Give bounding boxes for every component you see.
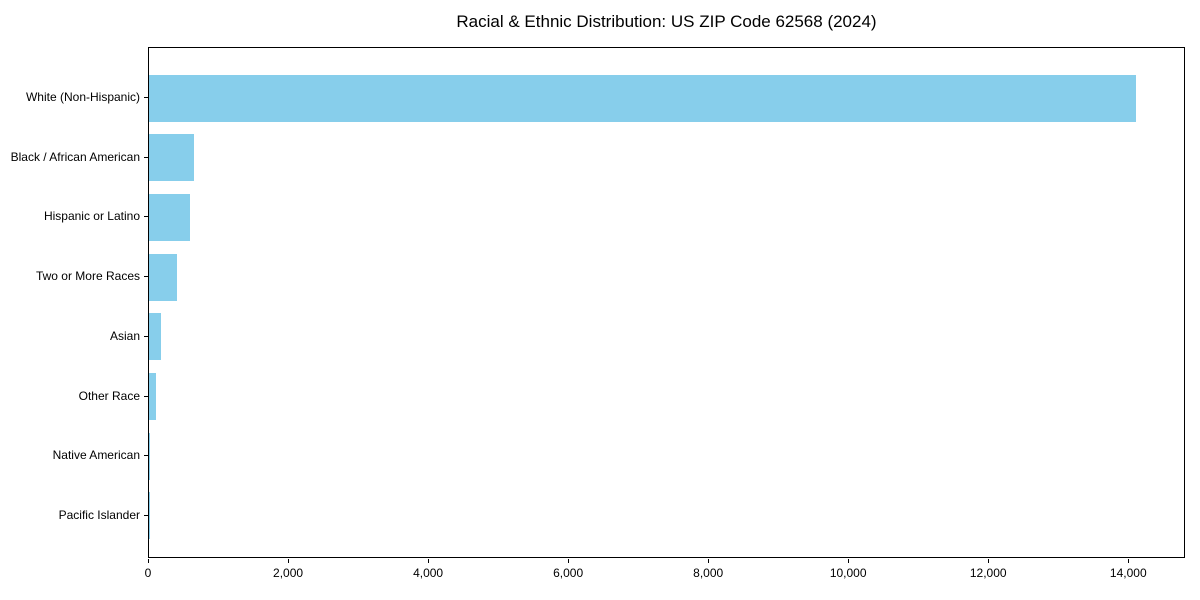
- y-axis-label: Pacific Islander: [58, 507, 140, 522]
- bar-hispanic-or-latino: [149, 193, 191, 241]
- y-axis-label: Black / African American: [10, 149, 140, 164]
- y-tick-mark: [144, 395, 148, 397]
- x-tick-label: 2,000: [273, 566, 304, 580]
- x-tick-mark: [1128, 559, 1130, 563]
- x-tick-mark: [428, 559, 430, 563]
- y-tick-mark: [144, 455, 148, 457]
- x-tick-mark: [148, 559, 149, 563]
- y-tick-mark: [144, 335, 148, 337]
- y-tick-mark: [144, 276, 148, 278]
- bar-two-or-more-races: [149, 253, 178, 301]
- bar-asian: [149, 313, 162, 361]
- y-tick-mark: [144, 156, 148, 158]
- x-tick-label: 4,000: [413, 566, 444, 580]
- y-axis-label: Asian: [109, 328, 140, 343]
- x-tick-mark: [568, 559, 570, 563]
- chart-title: Racial & Ethnic Distribution: US ZIP Cod…: [456, 12, 877, 31]
- x-tick-label: 8,000: [693, 566, 724, 580]
- bar-white-non-hispanic: [149, 74, 1137, 122]
- x-tick-label: 0: [144, 566, 152, 580]
- y-tick-mark: [144, 514, 148, 516]
- x-tick-mark: [288, 559, 290, 563]
- plot-area: [148, 47, 1185, 558]
- x-tick-mark: [708, 559, 710, 563]
- bar-other-race: [149, 373, 156, 420]
- y-tick-mark: [144, 97, 148, 98]
- x-tick-label: 10,000: [829, 566, 867, 580]
- bar-native-american: [149, 432, 150, 480]
- x-tick-label: 12,000: [969, 566, 1007, 580]
- y-axis-label: Two or More Races: [35, 269, 140, 284]
- x-tick-label: 14,000: [1109, 566, 1147, 580]
- y-axis-label: Other Race: [78, 388, 140, 403]
- x-tick-mark: [848, 559, 850, 563]
- x-tick-mark: [988, 559, 990, 563]
- y-axis-label: Hispanic or Latino: [43, 209, 140, 224]
- y-axis-label: Native American: [52, 448, 140, 463]
- y-tick-mark: [144, 216, 148, 218]
- x-tick-label: 6,000: [553, 566, 584, 580]
- y-axis-label: White (Non-Hispanic): [25, 90, 140, 104]
- bar-black-african-american: [149, 134, 195, 182]
